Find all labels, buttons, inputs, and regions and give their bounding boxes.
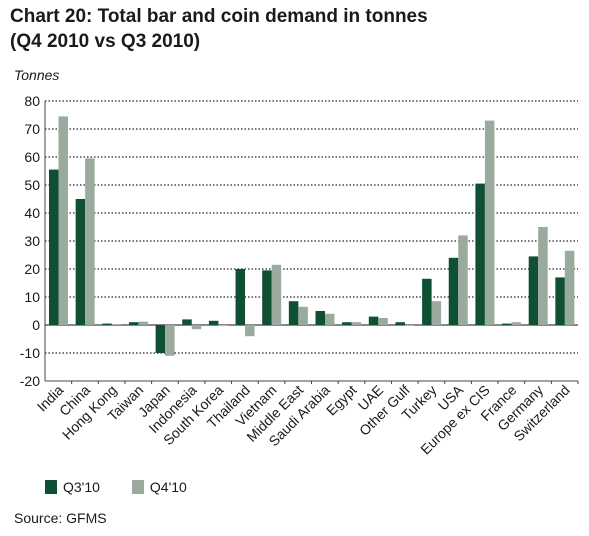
- bar-q3: [235, 269, 246, 325]
- bar-q4: [538, 227, 548, 325]
- bar-q4: [325, 313, 335, 325]
- y-axis-label: Tonnes: [14, 67, 60, 83]
- bar-q4: [511, 322, 522, 325]
- bar-q3: [155, 325, 166, 353]
- bar-q3: [342, 322, 352, 325]
- chart-title-line2: (Q4 2010 vs Q3 2010): [10, 31, 201, 52]
- chart-title-line1: Chart 20: Total bar and coin demand in t…: [10, 6, 428, 27]
- bar-q4: [165, 325, 175, 356]
- bar-q4: [138, 321, 148, 325]
- bar-q4: [404, 325, 415, 326]
- bar-q3: [422, 278, 432, 325]
- bar-q3: [49, 169, 59, 325]
- y-tick-label: 50: [24, 177, 40, 193]
- legend-label-q3: Q3'10: [63, 479, 100, 495]
- bar-q3: [102, 323, 112, 325]
- bar-q4: [351, 322, 362, 325]
- bar-q4: [484, 120, 495, 325]
- legend-item-q3: Q3'10: [45, 479, 100, 495]
- bar-q3: [448, 257, 459, 325]
- bar-q4: [58, 116, 68, 326]
- bar-q3: [475, 183, 485, 325]
- y-tick-label: 60: [24, 149, 40, 165]
- y-tick-label: 30: [24, 233, 40, 249]
- legend-item-q4: Q4'10: [131, 479, 187, 495]
- bar-q4: [245, 325, 255, 337]
- bar-q3: [208, 320, 219, 325]
- bar-q3: [555, 277, 565, 325]
- x-tick-label: Egypt: [323, 382, 360, 419]
- y-tick-label: 0: [32, 317, 40, 333]
- bar-q3: [288, 301, 299, 325]
- bar-q3: [528, 256, 539, 325]
- y-tick-label: -20: [20, 373, 40, 389]
- bar-q4: [431, 301, 442, 325]
- bar-q3: [502, 323, 512, 325]
- source-note: Source: GFMS: [14, 510, 107, 526]
- bar-q4: [458, 235, 468, 325]
- bar-q4: [271, 264, 282, 325]
- bar-q3: [75, 199, 86, 325]
- legend-swatch-q3: [45, 480, 57, 494]
- bar-q3: [128, 322, 139, 325]
- legend-label-q4: Q4'10: [149, 479, 187, 495]
- bar-q3: [262, 270, 272, 325]
- legend-swatch-q4: [131, 480, 144, 494]
- bar-q4: [218, 325, 228, 326]
- chart-title: Chart 20: Total bar and coin demand in t…: [10, 4, 428, 54]
- bar-q4: [191, 325, 202, 330]
- legend: Q3'10 Q4'10: [45, 479, 219, 495]
- bar-q4: [378, 318, 388, 325]
- y-tick-label: 20: [24, 261, 40, 277]
- y-tick-label: -10: [20, 345, 40, 361]
- bar-q3: [368, 316, 379, 325]
- y-tick-label: 10: [24, 289, 40, 305]
- y-tick-label: 40: [24, 205, 40, 221]
- y-tick-label: 80: [24, 93, 40, 109]
- bar-q4: [85, 158, 95, 325]
- bar-q4: [111, 324, 122, 325]
- bar-q4: [298, 306, 308, 325]
- y-tick-label: 70: [24, 121, 40, 137]
- bar-q4: [564, 250, 575, 325]
- bar-q3: [182, 319, 192, 325]
- bar-q3: [395, 322, 405, 325]
- bar-q3: [315, 311, 325, 325]
